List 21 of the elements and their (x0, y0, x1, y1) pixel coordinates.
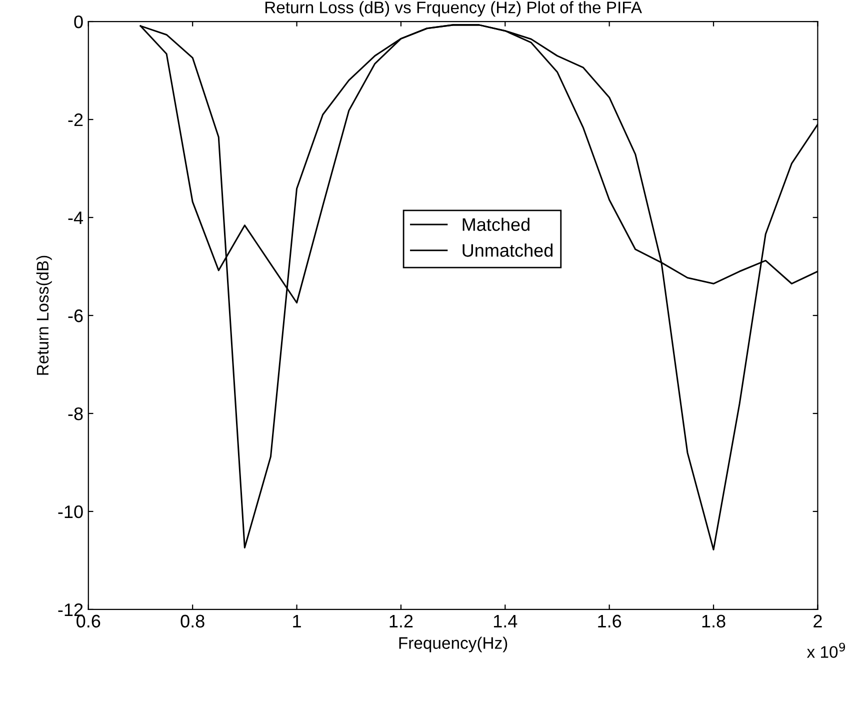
y-tick-label: -6 (68, 309, 83, 322)
x-tick-label: 1.8 (702, 614, 726, 628)
x-axis-title: Frequency(Hz) (399, 636, 508, 652)
y-tick-label: -10 (58, 505, 83, 518)
y-tick-label: -12 (58, 603, 83, 616)
text: x 10$^{9}$ (806, 642, 846, 658)
y-tick-label: -2 (68, 113, 83, 126)
x-tick-label: 0.8 (180, 614, 204, 628)
x-tick-label: 2 (814, 614, 822, 628)
x-tick-label: 1.6 (598, 614, 622, 628)
y-axis-title: Return Loss(dB) (36, 256, 52, 375)
chart-title: Return Loss (dB) vs Frquency (Hz) Plot of the PIFA (265, 1, 642, 17)
x-tick-label: 1.2 (390, 614, 413, 628)
x-tick-label: 0.6 (76, 614, 100, 628)
y-tick-label: -4 (68, 212, 84, 224)
legend-label: Matched (462, 218, 530, 231)
x-tick-label: 1 (293, 614, 301, 628)
y-tick-label: -8 (68, 407, 83, 420)
y-tick-label: 0 (74, 15, 83, 28)
x-tick-label: 1.4 (494, 614, 518, 628)
legend-label: Unmatched (462, 244, 553, 257)
